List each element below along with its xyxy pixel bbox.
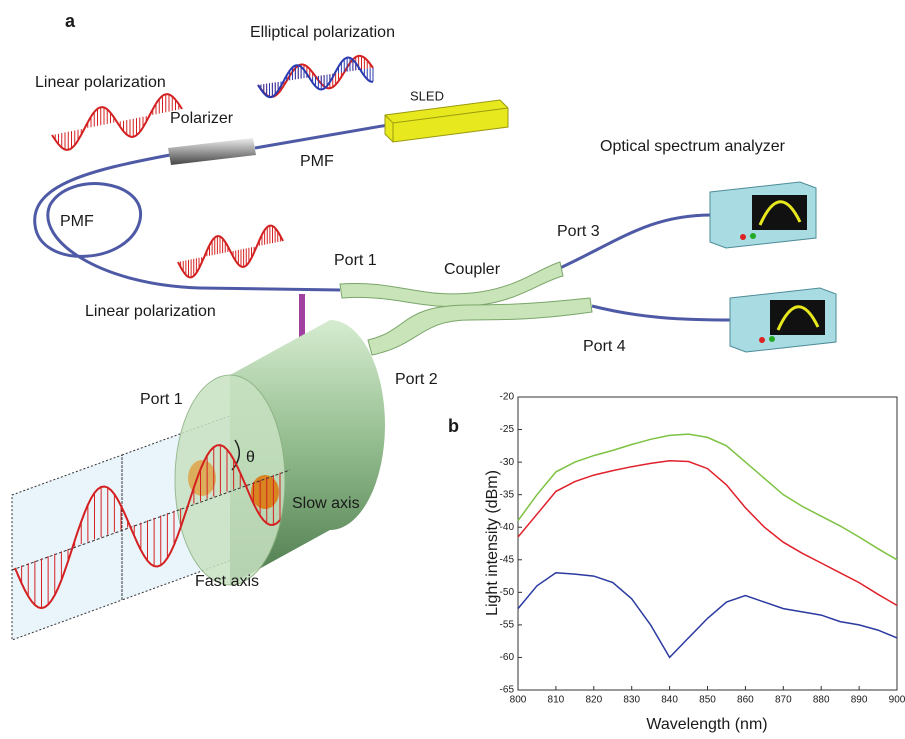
label: Coupler: [444, 261, 501, 278]
label: Port 3: [557, 223, 600, 240]
page: {"panel_a": {"label": "a", "texts": ["El…: [0, 0, 905, 739]
label: Fast axis: [195, 573, 259, 590]
y-tick-label: -35: [500, 489, 515, 500]
x-tick-label: 870: [775, 695, 792, 706]
label: θ: [246, 449, 255, 466]
x-tick-label: 880: [813, 695, 830, 706]
figure: a Elliptical polarization Linear polariz…: [0, 0, 905, 739]
y-tick-label: -30: [500, 457, 515, 468]
x-tick-label: 820: [585, 695, 602, 706]
y-tick-label: -40: [500, 522, 515, 533]
y-tick-label: -20: [500, 392, 515, 403]
label: Port 1: [334, 252, 377, 269]
osa: [710, 182, 816, 248]
series-line: [518, 434, 897, 560]
polarizer: [168, 138, 256, 165]
y-tick-label: -25: [500, 424, 515, 435]
coupler: [368, 298, 592, 355]
y-tick-label: -55: [500, 620, 515, 631]
y-tick-label: -45: [500, 554, 515, 565]
label: Port 1: [140, 391, 183, 408]
label: Optical spectrum analyzer: [600, 138, 786, 155]
x-tick-label: 890: [851, 695, 868, 706]
x-tick-label: 800: [510, 695, 527, 706]
label: Slow axis: [292, 495, 360, 512]
x-tick-label: 900: [889, 695, 905, 706]
series-line: [518, 573, 897, 658]
label: Polarizer: [170, 110, 234, 127]
x-tick-label: 860: [737, 695, 754, 706]
label: Linear polarization: [85, 303, 216, 320]
y-tick-label: -60: [500, 652, 515, 663]
label: Port 2: [395, 371, 438, 388]
label: Elliptical polarization: [250, 24, 395, 41]
label: SLED: [410, 88, 444, 103]
x-tick-label: 840: [661, 695, 678, 706]
osa: [730, 288, 836, 352]
axis-spot: [251, 475, 279, 509]
y-tick-label: -50: [500, 587, 515, 598]
panel-label: a: [65, 11, 76, 31]
plot-frame: [518, 397, 897, 690]
label: Linear polarization: [35, 74, 166, 91]
panel-label: b: [448, 416, 459, 436]
series-line: [518, 461, 897, 606]
x-tick-label: 830: [623, 695, 640, 706]
label: PMF: [60, 213, 94, 230]
x-tick-label: 810: [548, 695, 565, 706]
x-tick-label: 850: [699, 695, 716, 706]
label: Port 4: [583, 338, 626, 355]
x-axis-label: Wavelength (nm): [646, 716, 767, 733]
label: PMF: [300, 153, 334, 170]
sled: [385, 100, 508, 142]
